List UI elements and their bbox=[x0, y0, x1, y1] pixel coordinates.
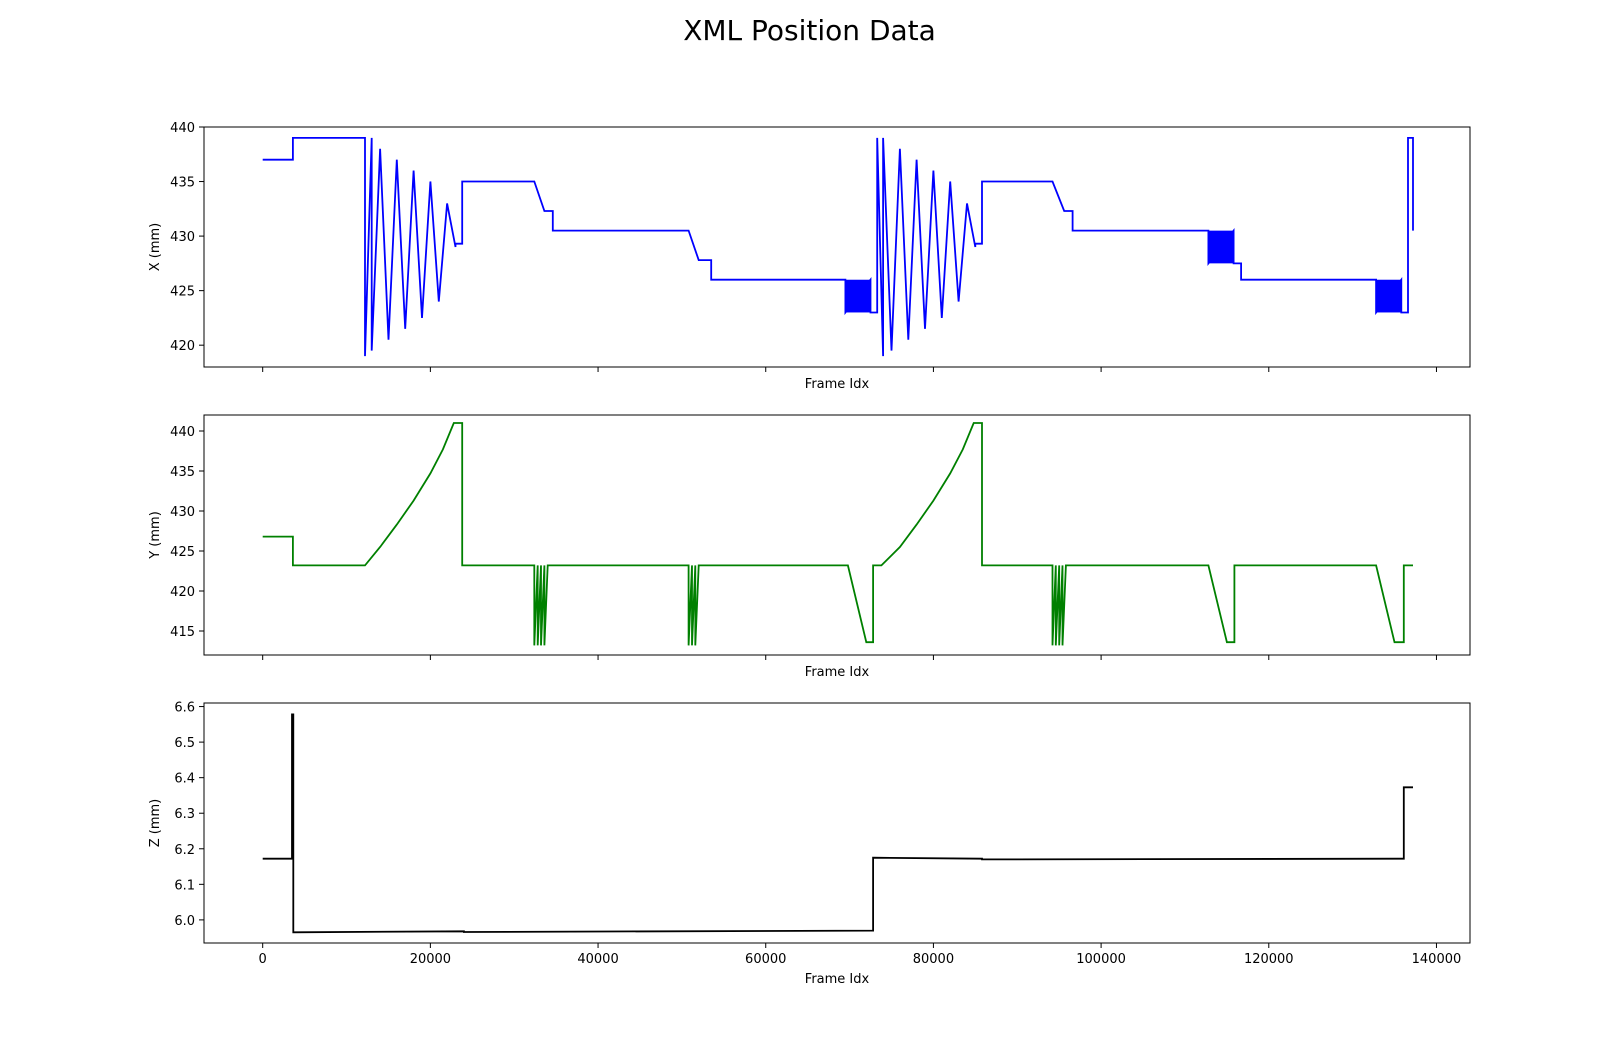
y-tick-label-x-0: 420 bbox=[170, 339, 195, 354]
x-tick-label-z-6: 120000 bbox=[1244, 952, 1294, 967]
y-tick-label-x-2: 430 bbox=[170, 230, 195, 245]
y-axis-label-z: Z (mm) bbox=[148, 799, 163, 848]
y-tick-label-y-1: 420 bbox=[170, 585, 195, 600]
x-tick-label-z-0: 0 bbox=[259, 952, 267, 967]
series-line-y-0 bbox=[262, 422, 1413, 646]
subplot-x: 420 425 430 435 440 Frame Idx X (mm) bbox=[148, 121, 1471, 392]
y-tick-label-y-3: 430 bbox=[170, 505, 195, 520]
y-tick-label-z-4: 6.4 bbox=[174, 772, 195, 787]
subplot-z: 0 20000 40000 60000 80000 100000 120000 140000 6… bbox=[148, 701, 1471, 987]
y-tick-label-z-5: 6.5 bbox=[174, 736, 195, 751]
y-tick-label-x-4: 440 bbox=[170, 121, 195, 136]
y-axis-label-x: X (mm) bbox=[148, 223, 163, 272]
x-axis-label-x: Frame Idx bbox=[805, 377, 870, 392]
y-tick-label-z-3: 6.3 bbox=[174, 807, 195, 822]
series-line-x-0 bbox=[262, 136, 1414, 357]
series-line-z-0 bbox=[262, 713, 1413, 934]
y-tick-label-z-2: 6.2 bbox=[174, 843, 195, 858]
y-tick-label-y-0: 415 bbox=[170, 625, 195, 640]
x-axis-label-z: Frame Idx bbox=[805, 972, 870, 987]
y-tick-label-z-0: 6.0 bbox=[174, 914, 195, 929]
x-tick-label-z-2: 40000 bbox=[577, 952, 618, 967]
axes-frame-z bbox=[203, 702, 1471, 944]
x-axis-label-y: Frame Idx bbox=[805, 665, 870, 680]
subplot-y: 415 420 425 430 435 440 Frame Idx Y (mm) bbox=[148, 414, 1471, 680]
y-tick-label-x-3: 435 bbox=[170, 176, 195, 191]
x-tick-label-z-3: 60000 bbox=[745, 952, 786, 967]
axes-frame-y bbox=[203, 414, 1471, 656]
axes-frame-x bbox=[203, 126, 1471, 368]
x-tick-label-z-5: 100000 bbox=[1076, 952, 1126, 967]
y-tick-label-x-1: 425 bbox=[170, 285, 195, 300]
x-tick-label-z-4: 80000 bbox=[913, 952, 954, 967]
y-tick-label-y-5: 440 bbox=[170, 425, 195, 440]
y-tick-label-y-2: 425 bbox=[170, 545, 195, 560]
y-tick-label-z-6: 6.6 bbox=[174, 701, 195, 716]
figure-title: XML Position Data bbox=[683, 14, 936, 47]
y-tick-label-z-1: 6.1 bbox=[174, 878, 195, 893]
x-tick-label-z-1: 20000 bbox=[410, 952, 451, 967]
y-axis-label-y: Y (mm) bbox=[148, 511, 163, 560]
y-tick-label-y-4: 435 bbox=[170, 465, 195, 480]
x-tick-label-z-7: 140000 bbox=[1412, 952, 1462, 967]
